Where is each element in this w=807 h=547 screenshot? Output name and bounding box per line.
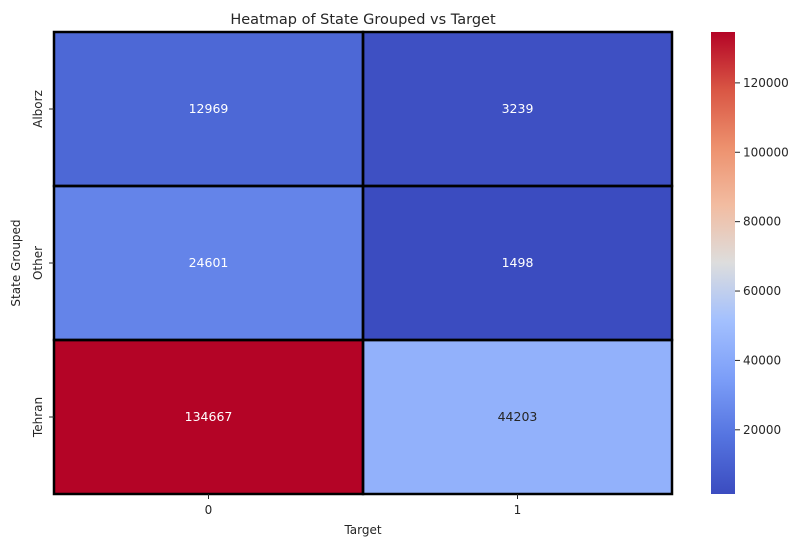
colorbar-tick-label: 80000 (743, 215, 781, 229)
cell-value-label: 134667 (185, 409, 233, 424)
cell-value-label: 24601 (189, 255, 229, 270)
y-tick-label: Alborz (31, 90, 45, 128)
colorbar-tick-label: 100000 (743, 145, 789, 159)
colorbar: 20000 40000 60000 80000 100000 120000 (711, 32, 789, 494)
heatmap-cell (54, 32, 363, 186)
y-tick-label: Tehran (31, 397, 45, 438)
cell-value-label: 12969 (189, 101, 229, 116)
colorbar-tick-label: 60000 (743, 284, 781, 298)
x-axis-label: Target (343, 523, 381, 537)
cell-value-labels: 12969 3239 24601 1498 134667 44203 (185, 101, 538, 424)
y-axis-label: State Grouped (9, 219, 23, 306)
colorbar-tick-label: 20000 (743, 423, 781, 437)
x-tick-label: 0 (205, 503, 213, 517)
heatmap-cell (363, 186, 672, 340)
heatmap-cell (363, 32, 672, 186)
heatmap-cell (54, 340, 363, 494)
colorbar-tick-label: 40000 (743, 353, 781, 367)
heatmap-cell (54, 186, 363, 340)
y-axis: Alborz Other Tehran (31, 90, 54, 438)
colorbar-tick-label: 120000 (743, 76, 789, 90)
y-tick-label: Other (31, 246, 45, 280)
heatmap-cell (363, 340, 672, 494)
cell-value-label: 1498 (502, 255, 534, 270)
cell-value-label: 44203 (498, 409, 538, 424)
colorbar-gradient (711, 32, 735, 494)
chart-title: Heatmap of State Grouped vs Target (230, 12, 496, 28)
cell-value-label: 3239 (502, 101, 534, 116)
heatmap-cells (54, 32, 672, 494)
x-tick-label: 1 (514, 503, 522, 517)
